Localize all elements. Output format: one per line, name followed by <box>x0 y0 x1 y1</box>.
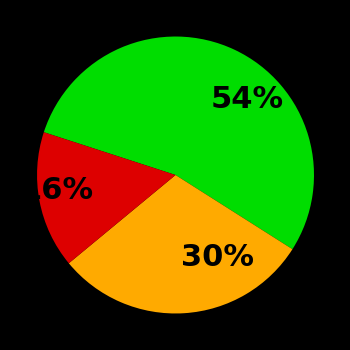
Wedge shape <box>37 132 175 263</box>
Text: 16%: 16% <box>21 176 94 205</box>
Wedge shape <box>69 175 293 314</box>
Text: 30%: 30% <box>181 243 254 272</box>
Text: 54%: 54% <box>211 85 284 114</box>
Wedge shape <box>44 36 314 249</box>
